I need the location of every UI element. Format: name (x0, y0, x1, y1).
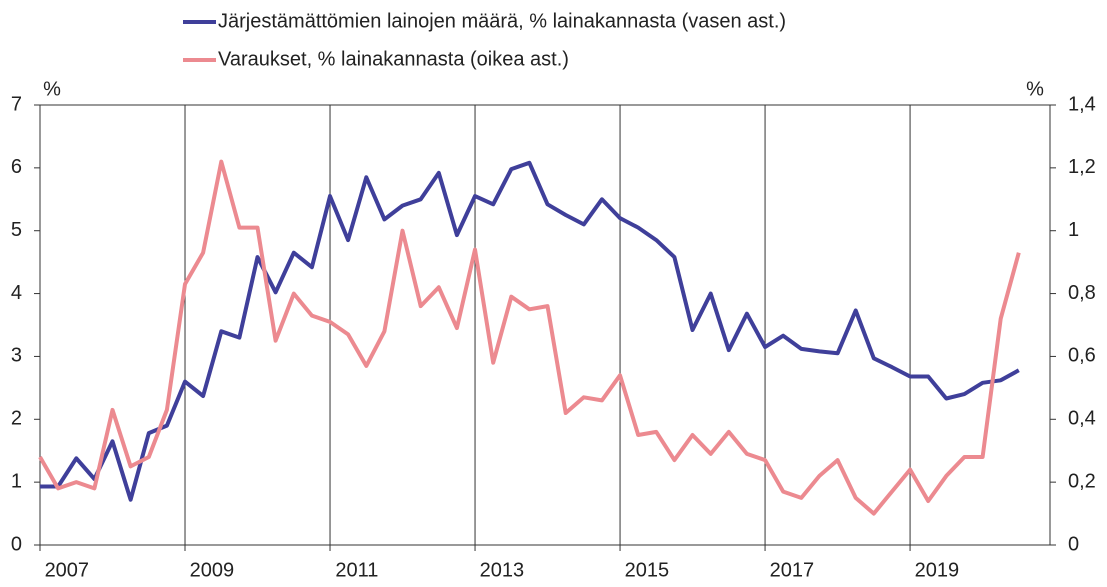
y2-tick-label: 1,2 (1068, 156, 1096, 178)
y2-tick-label: 0,2 (1068, 470, 1096, 492)
plot-frame (39, 104, 1051, 546)
x-tick-label: 2015 (625, 559, 670, 581)
legend-label: Järjestämättömien lainojen määrä, % lain… (218, 10, 786, 32)
series-line (40, 160, 1020, 502)
y2-tick-label: 0,4 (1068, 408, 1096, 430)
x-tick-label: 2007 (45, 559, 90, 581)
y-tick-label: 1 (11, 470, 22, 492)
x-tick-label: 2019 (915, 559, 960, 581)
x-tick-label: 2011 (335, 559, 378, 581)
y-tick-label: 6 (11, 156, 22, 178)
y-tick-label: 5 (11, 219, 22, 241)
y2-unit: % (1026, 78, 1044, 100)
y-tick-label: 3 (11, 345, 22, 367)
y-tick-label: 2 (11, 408, 22, 430)
legend-label: Varaukset, % lainakannasta (oikea ast.) (218, 48, 569, 70)
y2-tick-label: 0,6 (1068, 345, 1096, 367)
x-tick-label: 2013 (480, 559, 525, 581)
y-unit: % (43, 78, 61, 100)
y-tick-label: 0 (11, 533, 22, 555)
y-tick-label: 4 (11, 282, 22, 304)
series-line (38, 159, 1021, 516)
y2-tick-label: 1 (1068, 219, 1079, 241)
y-tick-label: 7 (11, 93, 22, 115)
x-tick-label: 2009 (190, 559, 235, 581)
y2-tick-label: 0 (1068, 533, 1079, 555)
x-tick-label: 2017 (770, 559, 815, 581)
y2-tick-label: 1,4 (1068, 93, 1096, 115)
y2-tick-label: 0,8 (1068, 282, 1096, 304)
